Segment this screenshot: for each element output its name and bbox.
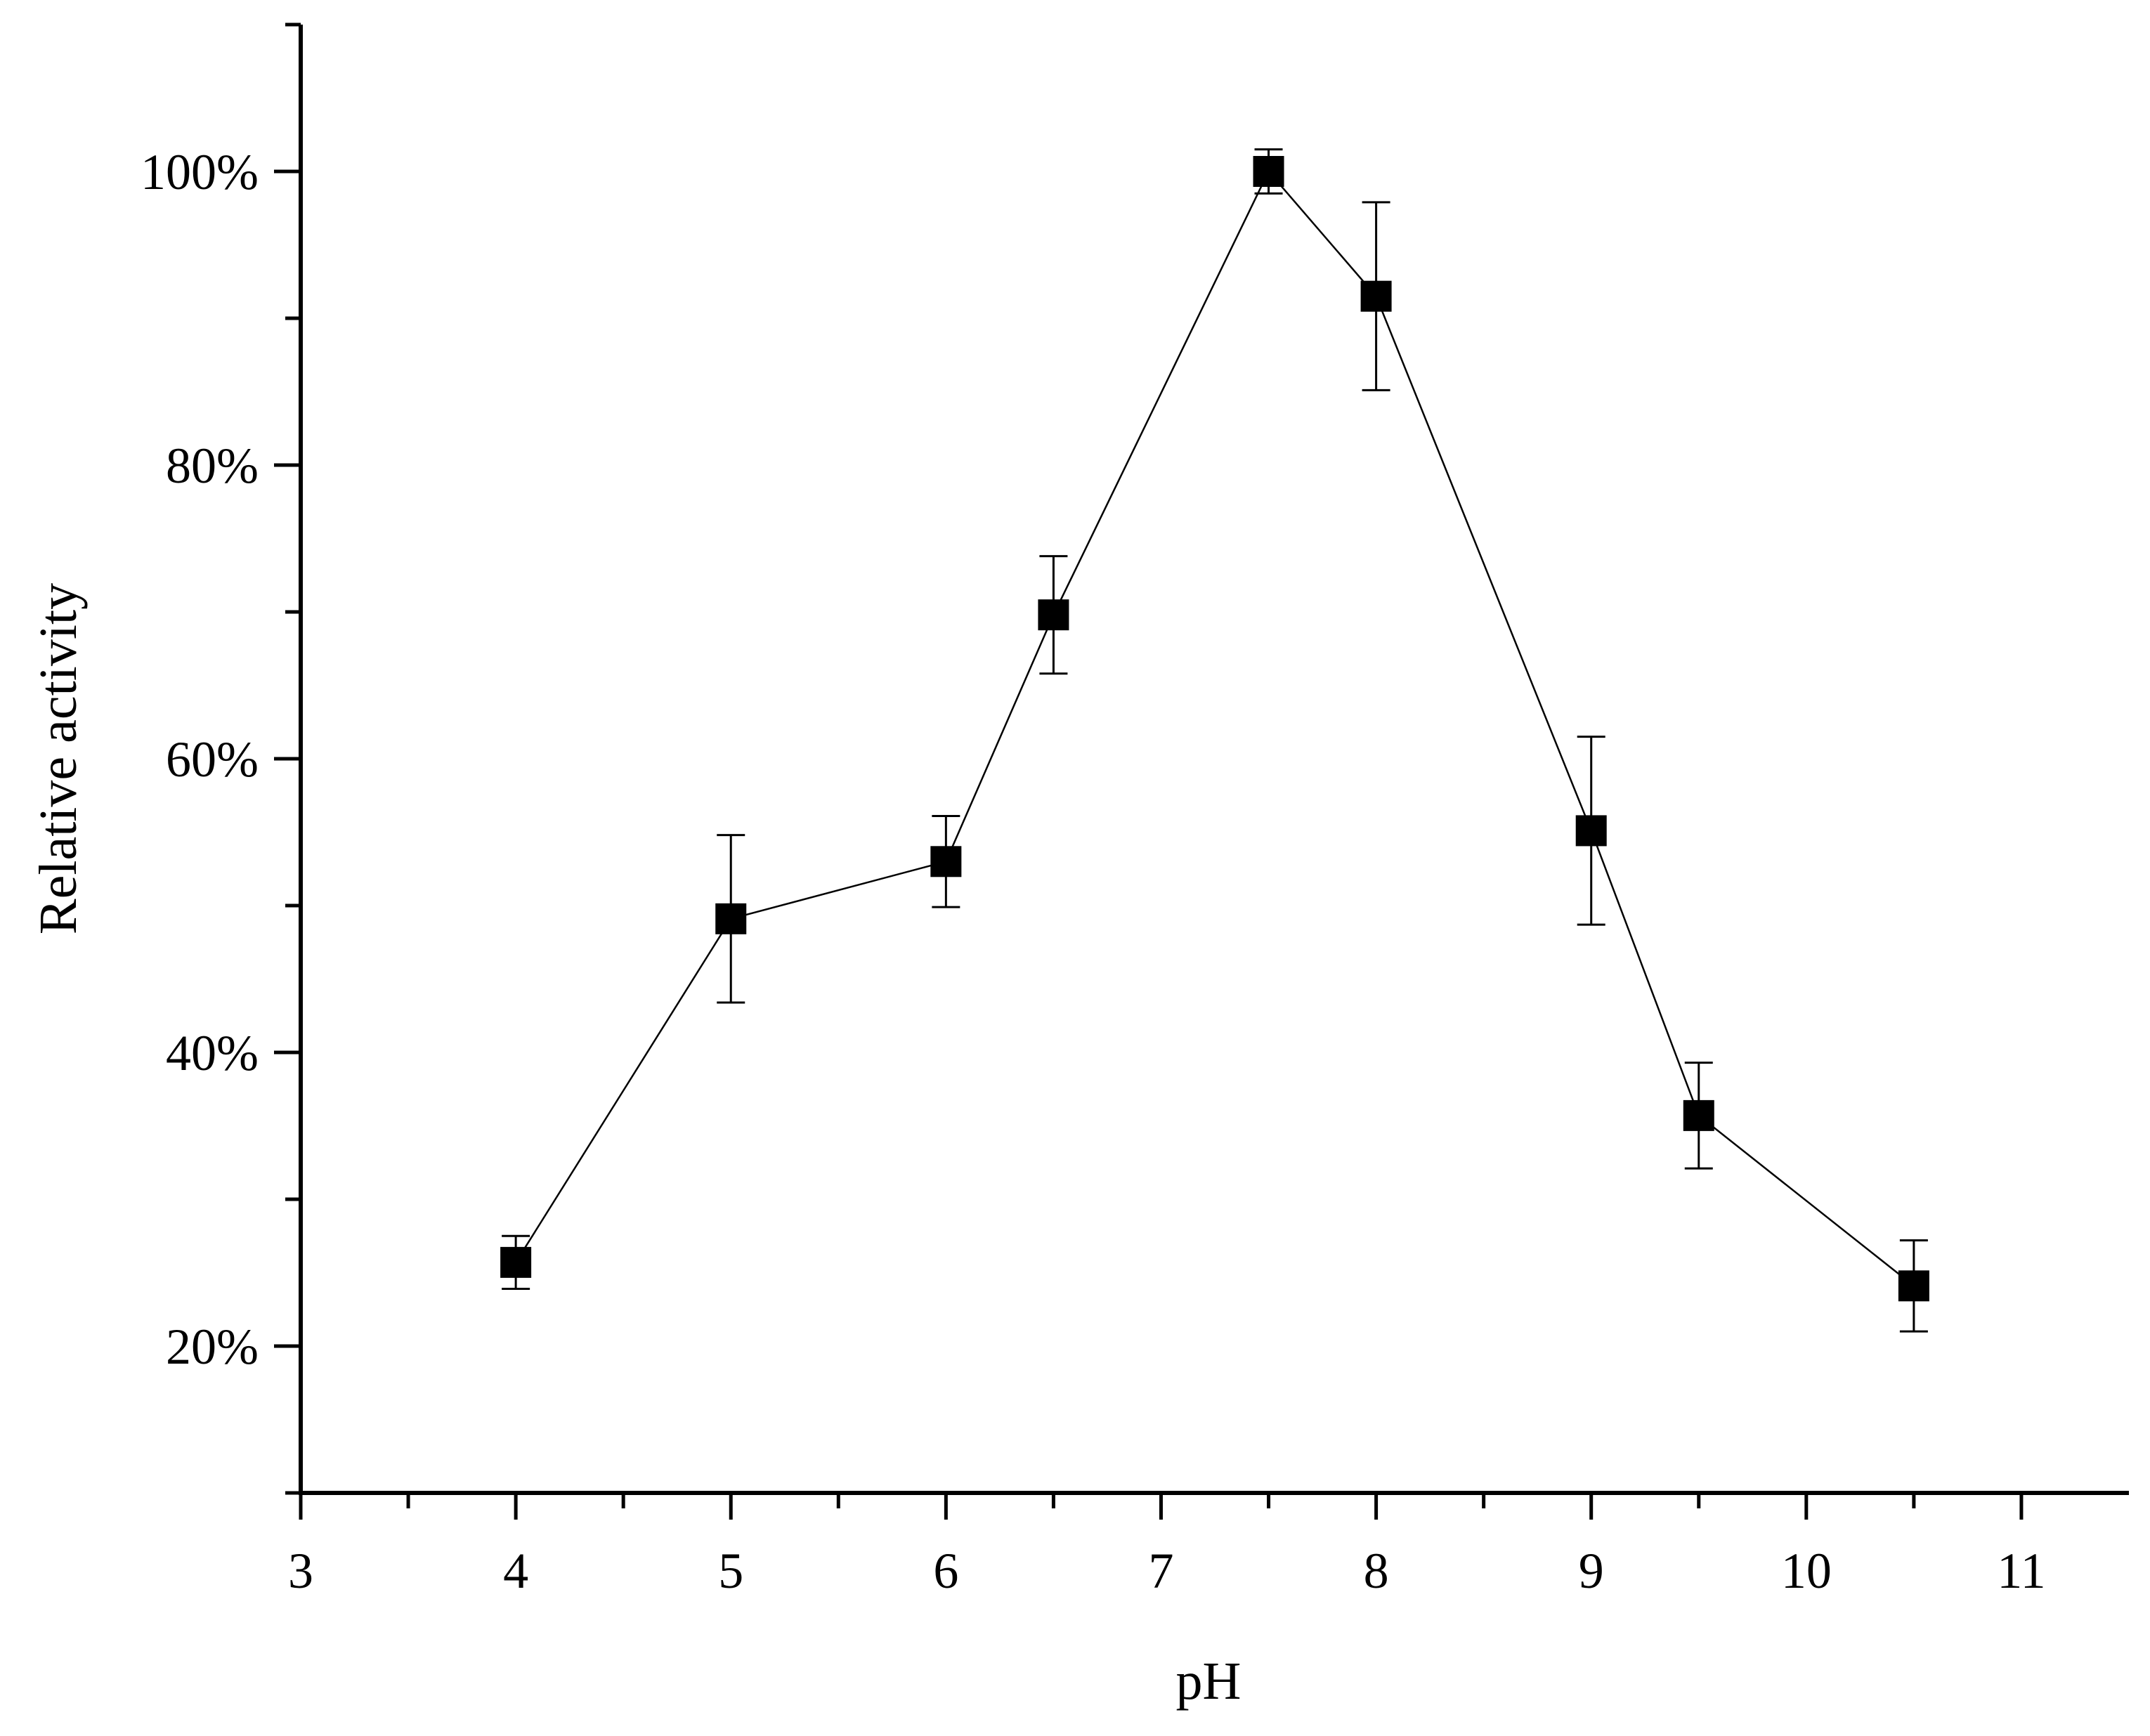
x-tick-label: 5 [718,1543,743,1599]
y-tick-label: 20% [166,1319,259,1375]
y-axis-title: Relative activity [29,583,88,934]
x-tick-label: 10 [1781,1543,1832,1599]
data-point-marker [500,1246,532,1278]
data-point-marker [1038,599,1069,631]
x-tick-label: 7 [1148,1543,1173,1599]
data-point-marker [930,846,962,877]
x-tick-label: 11 [1997,1543,2045,1599]
x-tick-label: 9 [1579,1543,1604,1599]
y-tick-label: 40% [166,1025,259,1081]
data-point-marker [1575,815,1607,847]
axes [274,22,2129,1520]
data-point-marker [1683,1099,1714,1131]
x-axis-title: pH [1176,1652,1242,1711]
data-point-marker [1360,280,1392,312]
y-tick-label: 100% [141,144,259,200]
markers-layer [500,156,1929,1302]
y-tick-label: 80% [166,438,259,494]
data-point-marker [715,903,747,934]
x-tick-label: 3 [288,1543,313,1599]
data-point-marker [1898,1270,1929,1302]
x-tick-label: 8 [1364,1543,1389,1599]
data-point-marker [1253,156,1284,187]
x-tick-label: 6 [933,1543,958,1599]
tick-labels: 3 4 5 6 7 8 9 10 11 20% 40% 60% 80% 100% [141,144,2046,1599]
error-bars-layer [502,148,1928,1333]
x-tick-label: 4 [503,1543,528,1599]
y-tick-label: 60% [166,731,259,788]
